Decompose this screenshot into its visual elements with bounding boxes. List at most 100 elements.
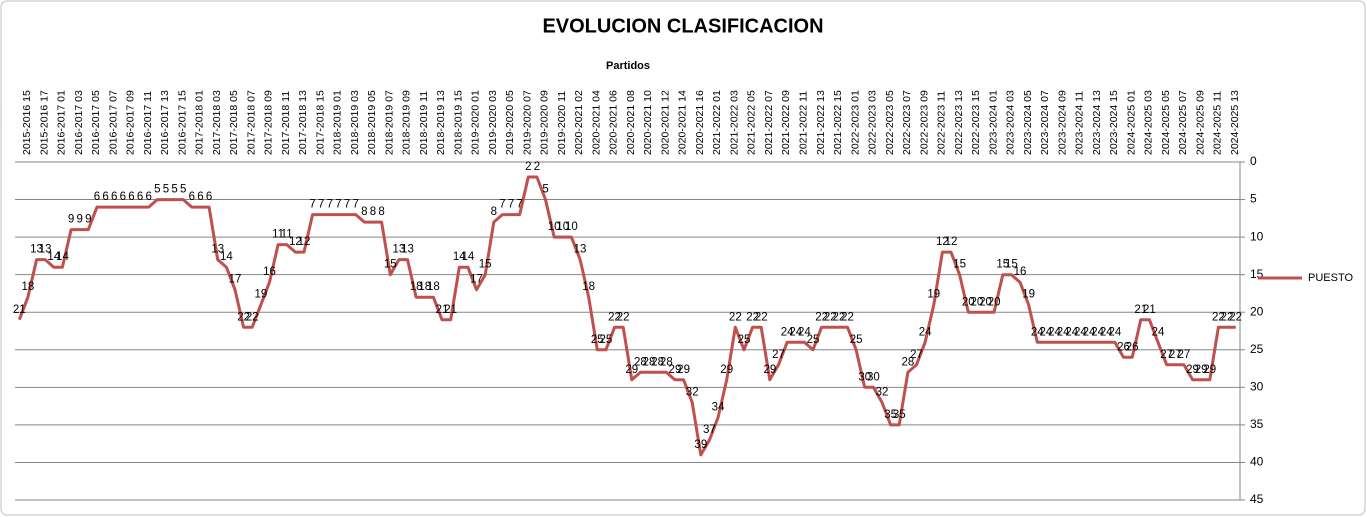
data-label: 13 (401, 244, 414, 256)
data-label: 24 (1152, 326, 1165, 338)
x-tick-label: 2022-2023 09 (918, 90, 930, 155)
x-tick-label: 2023-2024 15 (1108, 90, 1120, 155)
data-label: 15 (953, 259, 966, 271)
data-label: 21 (1134, 304, 1147, 316)
x-tick-label: 2023-2024 07 (1039, 90, 1051, 155)
data-label: 29 (669, 364, 682, 376)
x-tick-label: 2015-2016 17 (38, 90, 50, 155)
data-label: 6 (189, 191, 195, 203)
data-label: 24 (1083, 326, 1096, 338)
data-label: 28 (651, 356, 664, 368)
data-label: 8 (378, 206, 384, 218)
y-tick-label: 45 (1250, 492, 1264, 506)
data-label: 27 (1178, 349, 1191, 361)
x-tick-label: 2017-2018 11 (280, 91, 292, 155)
data-label: 10 (556, 221, 569, 233)
data-label: 22 (608, 311, 621, 323)
data-label: 6 (120, 191, 126, 203)
data-label: 28 (643, 356, 656, 368)
data-label: 15 (384, 259, 397, 271)
x-tick-label: 2018-2019 07 (383, 90, 395, 155)
data-label: 34 (712, 401, 725, 413)
data-label: 7 (309, 199, 315, 211)
series-line (17, 175, 1236, 457)
x-tick-label: 2022-2023 03 (867, 90, 879, 155)
x-tick-label: 2018-2019 11 (418, 91, 430, 155)
x-tick-label: 2019-2020 11 (556, 91, 568, 155)
x-tick-label: 2017-2018 07 (245, 90, 257, 155)
data-label: 14 (47, 251, 60, 263)
data-label: 5 (163, 184, 169, 196)
data-label: 22 (815, 311, 828, 323)
data-label: 19 (927, 289, 940, 301)
data-label: 7 (318, 199, 324, 211)
data-label: 25 (600, 334, 613, 346)
y-tick-label: 0 (1250, 154, 1257, 168)
data-label: 15 (996, 259, 1009, 271)
y-tick-label: 5 (1250, 192, 1257, 206)
data-label: 9 (68, 214, 74, 226)
data-label: 5 (154, 184, 160, 196)
data-label: 20 (970, 296, 983, 308)
data-label: 35 (893, 409, 906, 421)
x-tick-label: 2016-2017 05 (90, 90, 102, 155)
data-label: 27 (1160, 349, 1173, 361)
data-label: 16 (1014, 266, 1027, 278)
x-tick-label: 2021-2022 11 (798, 91, 810, 155)
x-tick-label: 2018-2019 13 (435, 90, 447, 155)
data-label: 18 (427, 281, 440, 293)
data-label: 25 (807, 334, 820, 346)
data-label: 7 (335, 199, 341, 211)
data-label: 29 (1195, 364, 1208, 376)
data-label: 26 (1117, 341, 1130, 353)
data-label: 5 (171, 184, 177, 196)
data-label: 24 (789, 326, 802, 338)
x-tick-label: 2017-2018 13 (297, 90, 309, 155)
data-label: 8 (370, 206, 376, 218)
data-label: 29 (677, 364, 690, 376)
data-label: 17 (470, 274, 483, 286)
x-tick-label: 2024-2025 11 (1212, 91, 1224, 155)
x-tick-label: 2016-2017 09 (125, 90, 137, 155)
data-label: 39 (694, 439, 707, 451)
y-tick-label: 30 (1250, 380, 1264, 394)
data-label: 24 (1039, 326, 1052, 338)
y-tick-label: 20 (1250, 304, 1264, 318)
data-label: 6 (206, 191, 212, 203)
data-label: 6 (102, 191, 108, 203)
x-tick-label: 2024-2025 09 (1194, 90, 1206, 155)
data-label: 14 (56, 251, 69, 263)
data-label: 32 (686, 386, 699, 398)
x-tick-label: 2022-2023 01 (849, 90, 861, 155)
x-tick-label: 2021-2022 01 (711, 90, 723, 155)
data-label: 24 (919, 326, 932, 338)
x-tick-label: 2017-2018 15 (314, 90, 326, 155)
x-tick-label: 2017-2018 01 (194, 90, 206, 155)
data-label: 11 (272, 229, 284, 241)
data-label: 29 (625, 364, 638, 376)
y-tick-label: 40 (1250, 455, 1264, 469)
x-tick-label: 2016-2017 01 (56, 90, 68, 155)
x-tick-label: 2016-2017 13 (159, 90, 171, 155)
data-label: 9 (85, 214, 91, 226)
x-tick-label: 2016-2017 11 (142, 91, 154, 155)
x-tick-label: 2024-2025 05 (1160, 90, 1172, 155)
y-tick-label: 10 (1250, 229, 1264, 243)
data-label: 13 (30, 244, 43, 256)
data-label: 10 (548, 221, 561, 233)
x-tick-label: 2023-2024 03 (1005, 90, 1017, 155)
x-tick-label: 2021-2022 09 (780, 90, 792, 155)
data-label: 5 (542, 184, 548, 196)
data-label: 29 (1186, 364, 1199, 376)
x-tick-label: 2020-2021 04 (590, 90, 602, 155)
data-label: 25 (850, 334, 863, 346)
data-label: 6 (197, 191, 203, 203)
x-tick-label: 2023-2024 11 (1074, 91, 1086, 155)
x-tick-label: 2020-2021 10 (642, 90, 654, 155)
data-label: 29 (720, 364, 733, 376)
x-tick-label: 2015-2016 15 (21, 90, 33, 155)
data-label: 22 (246, 311, 259, 323)
x-tick-label: 2021-2022 07 (763, 90, 775, 155)
